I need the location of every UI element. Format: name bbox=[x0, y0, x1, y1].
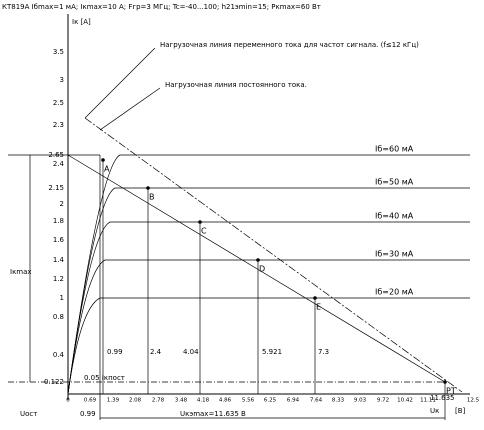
y-tick-label: 0.8 bbox=[53, 313, 64, 321]
x-tick-label: 7.64 bbox=[310, 398, 323, 404]
value-label: 5.921 bbox=[262, 348, 282, 356]
x-tick-label: 2.78 bbox=[152, 398, 165, 404]
value-label: 0.99 bbox=[107, 348, 123, 356]
curve bbox=[67, 259, 470, 395]
ac-load-label: Нагрузочная линия переменного тока для ч… bbox=[160, 41, 419, 49]
x-tick-label: 4.18 bbox=[197, 398, 210, 404]
i-max: Iкmax bbox=[10, 268, 32, 276]
x-tick-label: 5.56 bbox=[242, 398, 255, 404]
u-rest-value: 0.99 bbox=[80, 410, 96, 418]
x-tick-label: 4.86 bbox=[219, 398, 232, 404]
u-max: Uкэmax=11.635 В bbox=[180, 410, 246, 418]
x-tick-label: 3.48 bbox=[175, 398, 188, 404]
x-tick-label: 9.72 bbox=[377, 398, 389, 404]
x-tick-label: 6.94 bbox=[287, 398, 300, 404]
x-tick-label: 12.5 bbox=[467, 398, 480, 404]
y-tick-label: 0.4 bbox=[53, 351, 65, 359]
x-tick-label: 10.42 bbox=[397, 398, 413, 404]
y-tick-label: 2.5 bbox=[53, 99, 64, 107]
y-tick-label: 2.65 bbox=[48, 151, 64, 159]
y-tick-label: 1 bbox=[60, 294, 64, 302]
y-tick-label: 3 bbox=[60, 76, 64, 84]
x-axis-label: Uк bbox=[430, 407, 439, 415]
y-axis-label: Iк [A] bbox=[72, 18, 91, 26]
dc-load-label: Нагрузочная линия постоянного тока. bbox=[165, 81, 307, 89]
curve-label: Iб=20 мА bbox=[375, 288, 414, 297]
curve bbox=[67, 154, 470, 395]
curve-label: Iб=40 мА bbox=[375, 212, 414, 221]
header: КТ819А Iбmax=1 мА; Iкmax=10 А; Fгр=3 МГц… bbox=[2, 3, 321, 11]
y-tick-label: 1.8 bbox=[53, 217, 64, 225]
point-label: C bbox=[201, 227, 207, 236]
y-tick-label: 1.6 bbox=[53, 236, 65, 244]
value-label: 2.4 bbox=[150, 348, 162, 356]
curve bbox=[67, 297, 470, 395]
x-tick-label: 0 bbox=[66, 398, 70, 404]
axes bbox=[8, 14, 470, 420]
point-label: B bbox=[149, 193, 155, 202]
value-label: 4.04 bbox=[183, 348, 199, 356]
y-tick-label: 2.4 bbox=[53, 160, 65, 168]
y-tick-label: 1.4 bbox=[53, 256, 65, 264]
point-label: E bbox=[316, 303, 321, 312]
y-tick-label: 3.5 bbox=[53, 48, 64, 56]
x-tick-label: 11.11 bbox=[420, 398, 436, 404]
x-unit: [В] bbox=[455, 407, 466, 415]
y-tick-label: 0.122 bbox=[44, 378, 64, 386]
value-label: 7.3 bbox=[318, 348, 329, 356]
x-tick-label: 6.25 bbox=[264, 398, 277, 404]
x-tick-label: 8.33 bbox=[332, 398, 345, 404]
x-tick-label: 9.03 bbox=[354, 398, 367, 404]
x-tick-label: 1.39 bbox=[107, 398, 120, 404]
curve-label: Iб=60 мА bbox=[375, 145, 414, 154]
y-tick-label: 2 bbox=[60, 200, 64, 208]
curve-label: Iб=50 мА bbox=[375, 178, 414, 187]
pt-value: 11.635 bbox=[430, 394, 455, 402]
point-label: A bbox=[104, 165, 110, 174]
x-tick-label: 0.69 bbox=[84, 398, 97, 404]
y-tick-label: 2.15 bbox=[48, 184, 64, 192]
point-label: PT bbox=[446, 387, 456, 396]
x-tick-label: 2.08 bbox=[129, 398, 142, 404]
curve-label: Iб=30 мА bbox=[375, 250, 414, 259]
min-current: 0.05 Iкпост bbox=[84, 374, 125, 382]
u-rest-label: Uост bbox=[20, 410, 37, 418]
y-tick-label: 1.2 bbox=[53, 275, 64, 283]
y-tick-label: 2.3 bbox=[53, 121, 64, 129]
point bbox=[443, 380, 447, 384]
curve bbox=[67, 221, 470, 395]
point-label: D bbox=[259, 265, 265, 274]
